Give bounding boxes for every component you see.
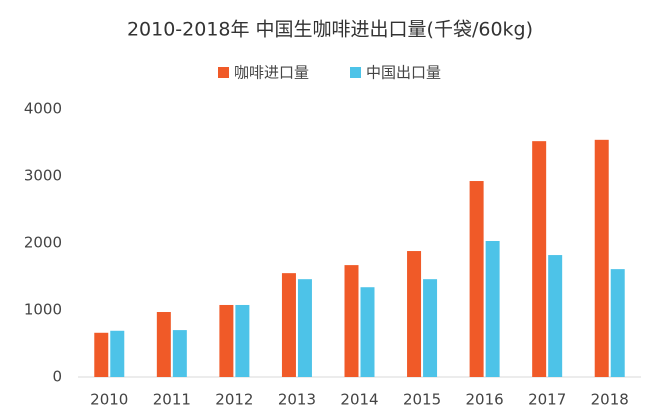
bar xyxy=(344,265,359,377)
y-tick-label: 4000 xyxy=(24,100,62,118)
legend-swatch xyxy=(218,67,229,78)
bar xyxy=(548,255,563,377)
bar xyxy=(423,279,438,377)
bar xyxy=(360,287,375,377)
x-tick-label: 2016 xyxy=(466,391,504,409)
x-tick-label: 2018 xyxy=(591,391,629,409)
bar xyxy=(485,240,500,377)
x-tick-label: 2015 xyxy=(403,391,441,409)
bar xyxy=(156,312,171,377)
legend-swatch xyxy=(350,67,361,78)
x-tick-label: 2011 xyxy=(153,391,191,409)
y-tick-label: 1000 xyxy=(24,301,62,319)
bar xyxy=(610,269,625,377)
x-tick-label: 2014 xyxy=(340,391,378,409)
legend-label: 中国出口量 xyxy=(366,64,441,82)
bar xyxy=(235,304,250,377)
y-tick-label: 2000 xyxy=(24,234,62,252)
bar xyxy=(172,330,187,377)
legend-label: 咖啡进口量 xyxy=(234,64,309,82)
bar xyxy=(219,304,234,377)
bar xyxy=(532,141,547,377)
bar xyxy=(110,330,125,377)
y-tick-label: 0 xyxy=(52,368,62,386)
x-tick-label: 2012 xyxy=(215,391,253,409)
x-tick-label: 2010 xyxy=(90,391,128,409)
bar xyxy=(297,279,312,377)
bar xyxy=(407,251,422,377)
bar xyxy=(469,181,484,377)
x-tick-label: 2017 xyxy=(528,391,566,409)
bar xyxy=(594,139,609,377)
y-tick-label: 3000 xyxy=(24,167,62,185)
bar xyxy=(94,332,109,377)
bar xyxy=(281,273,296,377)
x-tick-label: 2013 xyxy=(278,391,316,409)
chart-title: 2010-2018年 中国生咖啡进出口量(千袋/60kg) xyxy=(127,19,533,41)
